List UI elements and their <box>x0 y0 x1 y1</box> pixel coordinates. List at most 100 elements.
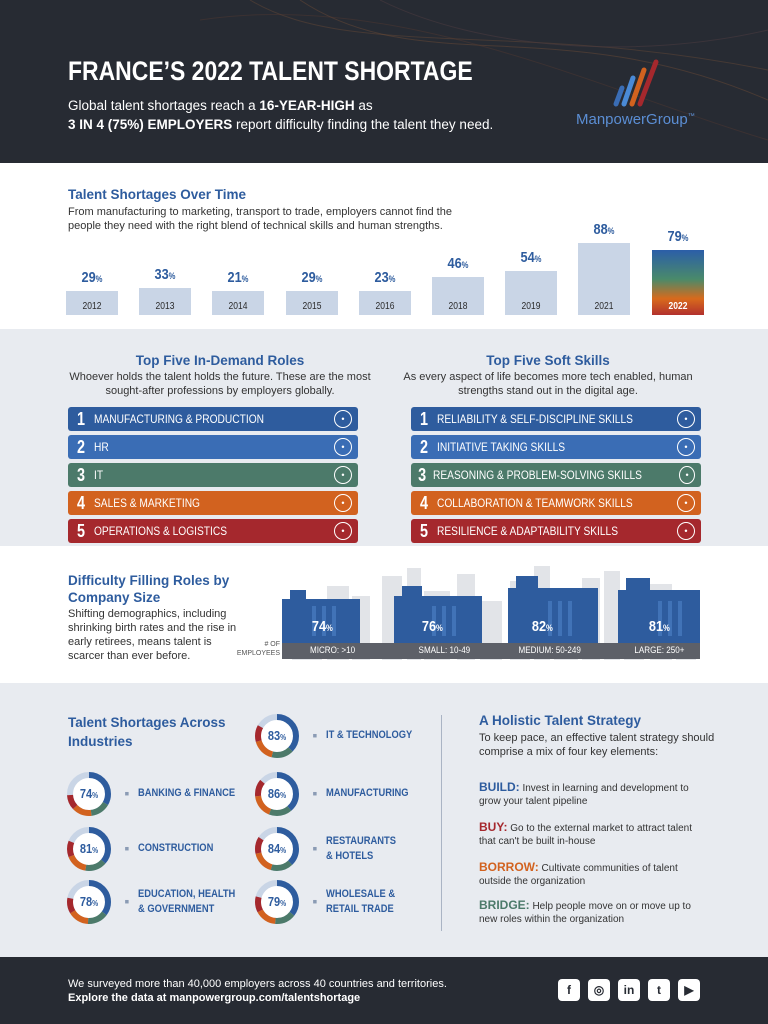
bar-value-label: 33% <box>154 265 176 283</box>
company-size-value: 81% <box>648 618 670 635</box>
bar-2018 <box>432 277 484 315</box>
bar-value-label: 88% <box>593 220 615 238</box>
role-label: OPERATIONS & LOGISTICS <box>94 524 228 538</box>
industry-donut <box>67 880 111 924</box>
bar-chart-icon: ▪ <box>124 785 130 801</box>
industry-value: 78% <box>79 894 99 909</box>
company-size-label: LARGE: 250+ <box>634 645 685 656</box>
industry-donut <box>255 880 299 924</box>
company-size-value: 74% <box>311 618 333 635</box>
page-subtitle: Global talent shortages reach a 16-YEAR-… <box>68 98 494 132</box>
cart-icon: ▪ <box>312 893 318 909</box>
page-title: FRANCE’S 2022 TALENT SHORTAGE <box>68 56 473 86</box>
role-rank: 1 <box>76 408 85 429</box>
role-item-1: 1 MANUFACTURING & PRODUCTION • <box>68 407 358 431</box>
skill-item-4: 4 COLLABORATION & TEAMWORK SKILLS • <box>411 491 701 515</box>
skill-label: COLLABORATION & TEAMWORK SKILLS <box>437 496 633 510</box>
skill-item-3: 3 REASONING & PROBLEM-SOLVING SKILLS • <box>411 463 701 487</box>
divider <box>441 715 442 931</box>
role-rank: 3 <box>76 464 85 485</box>
company-size-label: SMALL: 10-49 <box>418 645 471 656</box>
handshake-icon: • <box>334 494 352 512</box>
industry-label: CONSTRUCTION <box>138 842 214 854</box>
twitter-icon[interactable]: t <box>648 979 670 1001</box>
bar-value-label: 23% <box>374 269 396 286</box>
industry-label: WHOLESALE & RETAIL TRADE <box>326 888 396 915</box>
laptop-icon: • <box>334 466 352 484</box>
bar-year-label: 2022 <box>668 301 688 312</box>
hands-icon: ▪ <box>124 893 130 909</box>
facebook-icon[interactable]: f <box>558 979 580 1001</box>
employees-axis-label: # OF EMPLOYEES <box>236 641 280 657</box>
gear-arm-icon: • <box>334 410 352 428</box>
bar-2021 <box>578 242 631 315</box>
industry-value: 74% <box>79 786 99 801</box>
lightbulb-icon: • <box>679 466 695 484</box>
industry-value: 83% <box>267 728 287 743</box>
skill-label: INITIATIVE TAKING SKILLS <box>437 440 566 454</box>
bar-2022 <box>651 250 704 315</box>
bar-2013 <box>139 287 192 315</box>
bar-year-label: 2015 <box>302 301 322 312</box>
linkedin-icon[interactable]: in <box>618 979 640 1001</box>
header: FRANCE’S 2022 TALENT SHORTAGE Global tal… <box>0 0 768 163</box>
role-rank: 4 <box>76 492 85 513</box>
food-cloche-icon: ▪ <box>312 840 318 856</box>
industry-value: 86% <box>267 786 287 801</box>
role-rank: 5 <box>76 520 85 541</box>
bar-year-label: 2021 <box>594 301 614 312</box>
roles-and-skills: Top Five In-Demand Roles Whoever holds t… <box>0 329 768 546</box>
industry-donut <box>255 827 299 871</box>
skill-rank: 3 <box>418 464 427 485</box>
skill-label: RELIABILITY & SELF-DISCIPLINE SKILLS <box>437 412 633 426</box>
role-label: SALES & MARKETING <box>94 496 200 510</box>
skill-item-5: 5 RESILIENCE & ADAPTABILITY SKILLS • <box>411 519 701 543</box>
person-up-icon: • <box>677 522 695 540</box>
decorative-waves <box>199 0 768 141</box>
location-pin-icon: • <box>334 522 352 540</box>
industry-label: RESTAURANTS & HOTELS <box>326 835 396 862</box>
team-icon: • <box>677 494 695 512</box>
bar-2016 <box>358 291 411 315</box>
skill-label: REASONING & PROBLEM-SOLVING SKILLS <box>433 468 643 482</box>
role-item-3: 3 IT • <box>68 463 358 487</box>
role-label: HR <box>94 440 109 454</box>
bar-value-label: 21% <box>227 269 249 286</box>
industries-title: Talent Shortages Across Industries <box>68 715 226 749</box>
bar-value-label: 54% <box>520 248 542 266</box>
strategy-item: BORROW: Cultivate communities of talent … <box>479 860 678 888</box>
person-icon: • <box>334 438 352 456</box>
footer-link-text[interactable]: Explore the data at manpowergroup.com/ta… <box>68 992 361 1004</box>
bar-chart: 2012 29% 2013 33% 2014 21% 2015 29% 2016 23% 2018 4… <box>0 163 768 329</box>
clipboard-icon: • <box>677 410 695 428</box>
bar-value-label: 29% <box>81 269 103 286</box>
bar-2012 <box>66 291 118 315</box>
bar-2015 <box>285 291 338 315</box>
role-item-2: 2 HR • <box>68 435 358 459</box>
role-label: IT <box>94 468 104 482</box>
skill-rank: 4 <box>419 492 428 513</box>
strategy-item: BUY: Go to the external market to attrac… <box>479 820 692 848</box>
skills-description: As every aspect of life becomes more tec… <box>403 371 693 397</box>
city-skyline-icon <box>282 566 700 660</box>
tools-icon: ▪ <box>124 840 130 856</box>
bar-year-label: 2013 <box>155 301 175 312</box>
bar-year-label: 2018 <box>448 301 468 312</box>
footer: We surveyed more than 40,000 employers a… <box>0 957 768 1024</box>
strategy-description: To keep pace, an effective talent strate… <box>479 732 715 758</box>
bar-year-label: 2019 <box>521 301 541 312</box>
industry-value: 81% <box>79 841 99 856</box>
bar-value-label: 46% <box>447 255 469 273</box>
industry-donut <box>255 772 299 816</box>
footer-survey-text: We surveyed more than 40,000 employers a… <box>68 978 447 990</box>
role-item-4: 4 SALES & MARKETING • <box>68 491 358 515</box>
industry-donut <box>67 827 111 871</box>
bar-year-label: 2016 <box>375 301 395 312</box>
company-size-label: MICRO: >10 <box>309 645 356 656</box>
youtube-icon[interactable]: ▶ <box>678 979 700 1001</box>
section-description: From manufacturing to marketing, transpo… <box>68 206 452 232</box>
skill-rank: 2 <box>419 436 428 457</box>
role-item-5: 5 OPERATIONS & LOGISTICS • <box>68 519 358 543</box>
industry-donut <box>255 714 299 758</box>
instagram-icon[interactable]: ◎ <box>588 979 610 1001</box>
